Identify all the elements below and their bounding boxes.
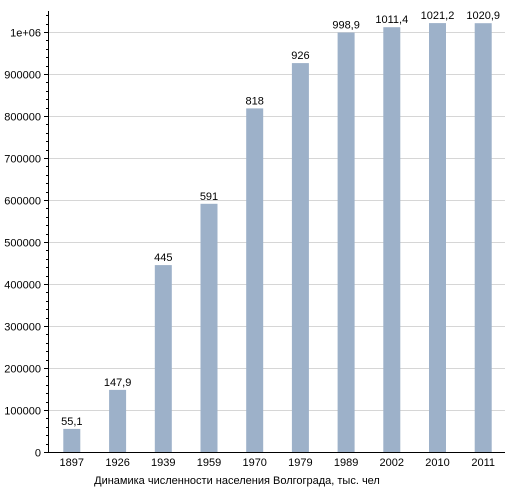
x-tick-label: 1959 [197,457,221,469]
y-tick-label: 700000 [4,154,41,166]
data-label: 445 [154,252,172,264]
x-axis-caption: Динамика численности населения Волгоград… [94,475,380,487]
x-tick-label: 1897 [60,457,84,469]
x-tick-label: 1979 [288,457,312,469]
y-tick-label: 400000 [4,280,41,292]
x-tick-label: 1989 [334,457,358,469]
bar-1897 [63,428,81,452]
bar-1939 [154,265,172,452]
axes [44,11,505,453]
bar-2010 [429,23,446,452]
x-tick-labels: 1897 1926 1939 1959 1970 1979 1989 2002 2010 2011 [60,457,495,469]
bar-1979 [291,63,309,452]
y-tick-label: 800000 [4,112,41,124]
data-label: 1011,4 [375,14,408,26]
bar-1926 [109,389,127,452]
x-tick-label: 2010 [425,457,449,469]
grid-lines [48,32,505,411]
y-tick-label: 500000 [4,238,41,250]
y-tick-label: 0 [35,448,41,460]
data-label: 591 [200,191,218,203]
data-labels: 55,1 147,9 445 591 818 926 998,9 1011,4 1021,2 10… [61,10,500,428]
bar-1970 [246,108,264,453]
y-tick-label: 300000 [4,322,41,334]
y-tick-label: 900000 [4,70,41,82]
bar-1959 [200,203,218,452]
x-tick-label: 1939 [151,457,175,469]
x-tick-label: 1926 [105,457,129,469]
x-tick-label: 1970 [242,457,266,469]
y-tick-labels: 0 100000 200000 300000 400000 500000 600000 700… [4,28,41,460]
x-tick-label: 2002 [380,457,404,469]
data-label: 1021,2 [421,10,455,22]
data-label: 818 [246,95,264,107]
data-label: 1020,9 [466,10,500,22]
y-tick-label: 1e+06 [10,28,41,40]
data-label: 926 [291,50,309,62]
data-label: 55,1 [61,416,82,428]
bar-2011 [474,23,492,452]
data-label: 147,9 [104,377,132,389]
y-tick-label: 200000 [4,364,41,376]
bars [63,23,492,453]
bar-1989 [337,32,355,452]
bar-2002 [383,27,401,452]
x-tick-label: 2011 [471,457,495,469]
y-tick-label: 100000 [4,406,41,418]
y-tick-label: 600000 [4,196,41,208]
data-label: 998,9 [332,20,360,32]
